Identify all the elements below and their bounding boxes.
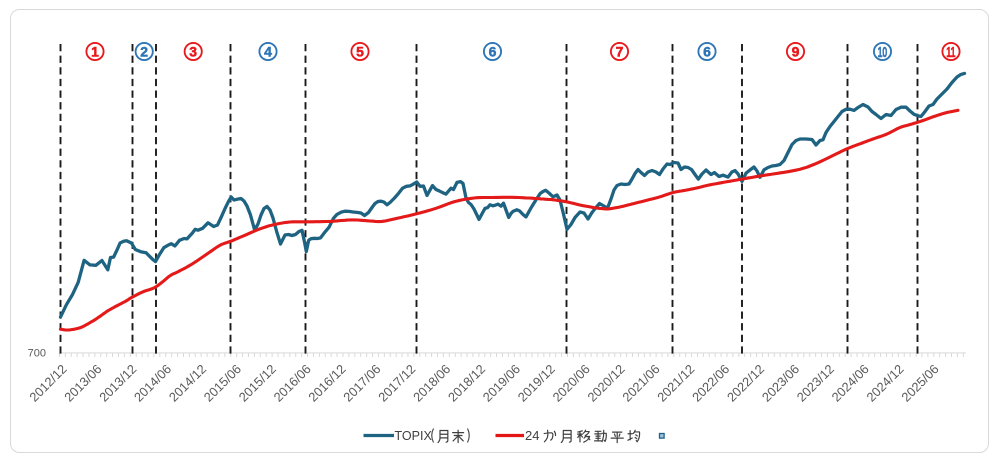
svg-text:11: 11 [946,44,955,61]
svg-text:2: 2 [140,44,148,60]
svg-text:6: 6 [703,44,711,60]
svg-text:1: 1 [91,44,99,60]
svg-text:3: 3 [189,44,197,60]
svg-text:4: 4 [264,44,272,60]
svg-text:24: 24 [525,428,539,443]
svg-text:700: 700 [28,348,46,360]
svg-text:5: 5 [356,44,364,60]
svg-text:6: 6 [489,44,497,60]
svg-text:9: 9 [792,44,800,60]
svg-text:TOPIX: TOPIX [395,429,433,443]
svg-text:10: 10 [878,44,888,61]
svg-text:7: 7 [616,44,624,60]
